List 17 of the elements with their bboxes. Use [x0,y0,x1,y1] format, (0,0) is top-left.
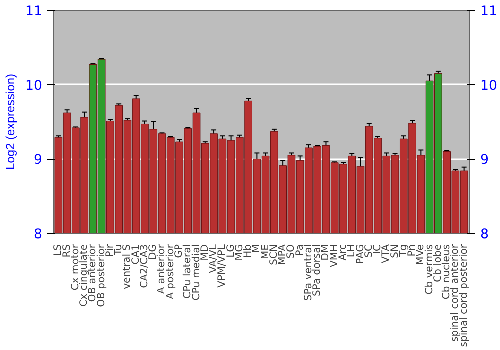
y-tick-label: 8 [34,228,43,242]
y-tick-label: 11 [26,4,43,20]
y2-tick-label: 9 [480,153,489,168]
x-tick-label: A posterior [165,244,176,300]
x-tick-label: Cb lobe [432,244,444,282]
y-tick-label: 10 [26,78,43,94]
y2-tick-label: 8 [480,228,489,242]
y-axis-title: Log2 (expression) [4,74,18,170]
x-tick-label: Tg [398,244,410,258]
y2-tick-label: 11 [480,4,498,20]
x-tick-label: Pa [294,244,306,256]
y-tick-label: 9 [34,153,43,168]
x-tick-label: spinal cord posterior [458,244,470,348]
x-tick-label: MVe [416,244,427,266]
x-tick-label: OB posterior [96,244,108,308]
x-tick-label: RS [62,244,73,258]
y2-tick-label: 10 [480,78,498,94]
